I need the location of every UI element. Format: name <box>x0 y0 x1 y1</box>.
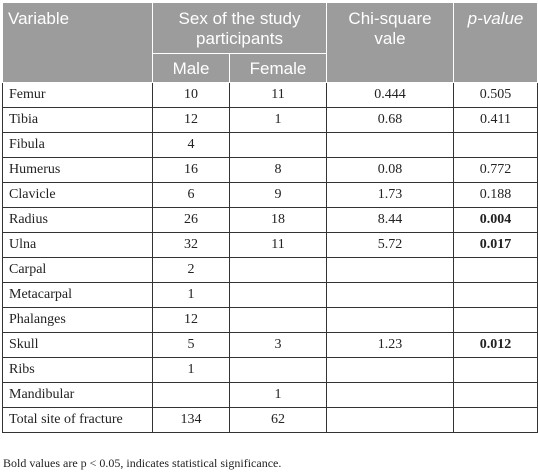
cell-p-value <box>453 407 538 433</box>
cell-variable: Radius <box>2 207 153 233</box>
cell-female: 18 <box>229 207 327 233</box>
cell-male: 2 <box>152 257 230 283</box>
cell-chi-square <box>326 132 454 158</box>
header-row: Variable Sex of the study participants C… <box>2 2 538 83</box>
header-chi-square: Chi-square vale <box>326 2 454 83</box>
table-row: Humerus 16 8 0.08 0.772 <box>2 157 538 183</box>
cell-chi-square <box>326 357 454 383</box>
cell-chi-square: 0.68 <box>326 107 454 133</box>
cell-male: 10 <box>152 82 230 108</box>
cell-female <box>229 307 327 333</box>
cell-chi-square <box>326 382 454 408</box>
header-male: Male <box>152 53 230 83</box>
table-row: Tibia 12 1 0.68 0.411 <box>2 107 538 133</box>
cell-variable: Ulna <box>2 232 153 258</box>
cell-variable: Phalanges <box>2 307 153 333</box>
cell-female: 1 <box>229 382 327 408</box>
cell-female <box>229 132 327 158</box>
cell-male: 12 <box>152 107 230 133</box>
table-row: Carpal 2 <box>2 257 538 283</box>
cell-male: 4 <box>152 132 230 158</box>
footnote: Bold values are p < 0.05, indicates stat… <box>3 456 282 470</box>
cell-variable: Femur <box>2 82 153 108</box>
table-row: Mandibular 1 <box>2 382 538 408</box>
table-row: Ulna 32 11 5.72 0.017 <box>2 232 538 258</box>
cell-chi-square: 5.72 <box>326 232 454 258</box>
subheader-row: Male Female <box>3 53 538 83</box>
cell-p-value <box>453 357 538 383</box>
table-row: Skull 5 3 1.23 0.012 <box>2 332 538 358</box>
cell-p-value: 0.411 <box>453 107 538 133</box>
header-female: Female <box>229 53 327 83</box>
cell-chi-square: 1.23 <box>326 332 454 358</box>
cell-variable: Total site of fracture <box>2 407 153 433</box>
cell-female: 9 <box>229 182 327 208</box>
cell-variable: Humerus <box>2 157 153 183</box>
cell-variable: Fibula <box>2 132 153 158</box>
table-row: Metacarpal 1 <box>2 282 538 308</box>
cell-variable: Metacarpal <box>2 282 153 308</box>
header-p-value-text: p-value <box>467 9 524 28</box>
cell-p-value: 0.188 <box>453 182 538 208</box>
cell-variable: Tibia <box>2 107 153 133</box>
table-row: Femur 10 11 0.444 0.505 <box>2 82 538 108</box>
cell-variable: Mandibular <box>2 382 153 408</box>
cell-male: 12 <box>152 307 230 333</box>
cell-male: 1 <box>152 357 230 383</box>
cell-p-value <box>453 307 538 333</box>
cell-male: 1 <box>152 282 230 308</box>
cell-p-value <box>453 282 538 308</box>
cell-p-value <box>453 382 538 408</box>
cell-male: 26 <box>152 207 230 233</box>
cell-variable: Clavicle <box>2 182 153 208</box>
cell-female: 3 <box>229 332 327 358</box>
cell-chi-square <box>326 282 454 308</box>
cell-chi-square <box>326 257 454 283</box>
cell-p-value: 0.004 <box>453 207 538 233</box>
table-row: Clavicle 6 9 1.73 0.188 <box>2 182 538 208</box>
cell-male: 134 <box>152 407 230 433</box>
cell-variable: Ribs <box>2 357 153 383</box>
cell-female <box>229 282 327 308</box>
cell-p-value: 0.772 <box>453 157 538 183</box>
cell-p-value: 0.012 <box>453 332 538 358</box>
cell-p-value: 0.505 <box>453 82 538 108</box>
cell-male: 5 <box>152 332 230 358</box>
cell-male: 32 <box>152 232 230 258</box>
fracture-site-table: Variable Sex of the study participants C… <box>2 2 538 433</box>
cell-p-value: 0.017 <box>453 232 538 258</box>
table-row: Phalanges 12 <box>2 307 538 333</box>
cell-variable: Carpal <box>2 257 153 283</box>
cell-variable: Skull <box>2 332 153 358</box>
cell-male <box>152 382 230 408</box>
header-sex: Sex of the study participants <box>152 2 327 54</box>
cell-chi-square: 0.08 <box>326 157 454 183</box>
cell-female: 1 <box>229 107 327 133</box>
cell-female: 8 <box>229 157 327 183</box>
cell-female: 11 <box>229 82 327 108</box>
table-row: Fibula 4 <box>2 132 538 158</box>
cell-female: 62 <box>229 407 327 433</box>
cell-p-value <box>453 257 538 283</box>
cell-chi-square <box>326 407 454 433</box>
cell-chi-square: 1.73 <box>326 182 454 208</box>
cell-chi-square: 8.44 <box>326 207 454 233</box>
cell-female: 11 <box>229 232 327 258</box>
header-variable: Variable <box>2 2 153 83</box>
cell-male: 16 <box>152 157 230 183</box>
cell-p-value <box>453 132 538 158</box>
cell-female <box>229 257 327 283</box>
cell-chi-square: 0.444 <box>326 82 454 108</box>
cell-chi-square <box>326 307 454 333</box>
table-body: Femur 10 11 0.444 0.505 Tibia 12 1 0.68 0.411 Fibu… <box>2 82 538 433</box>
cell-female <box>229 357 327 383</box>
table-row: Total site of fracture 134 62 <box>2 407 538 433</box>
table-row: Ribs 1 <box>2 357 538 383</box>
table-row: Radius 26 18 8.44 0.004 <box>2 207 538 233</box>
cell-male: 6 <box>152 182 230 208</box>
header-p-value: p-value <box>453 2 538 83</box>
